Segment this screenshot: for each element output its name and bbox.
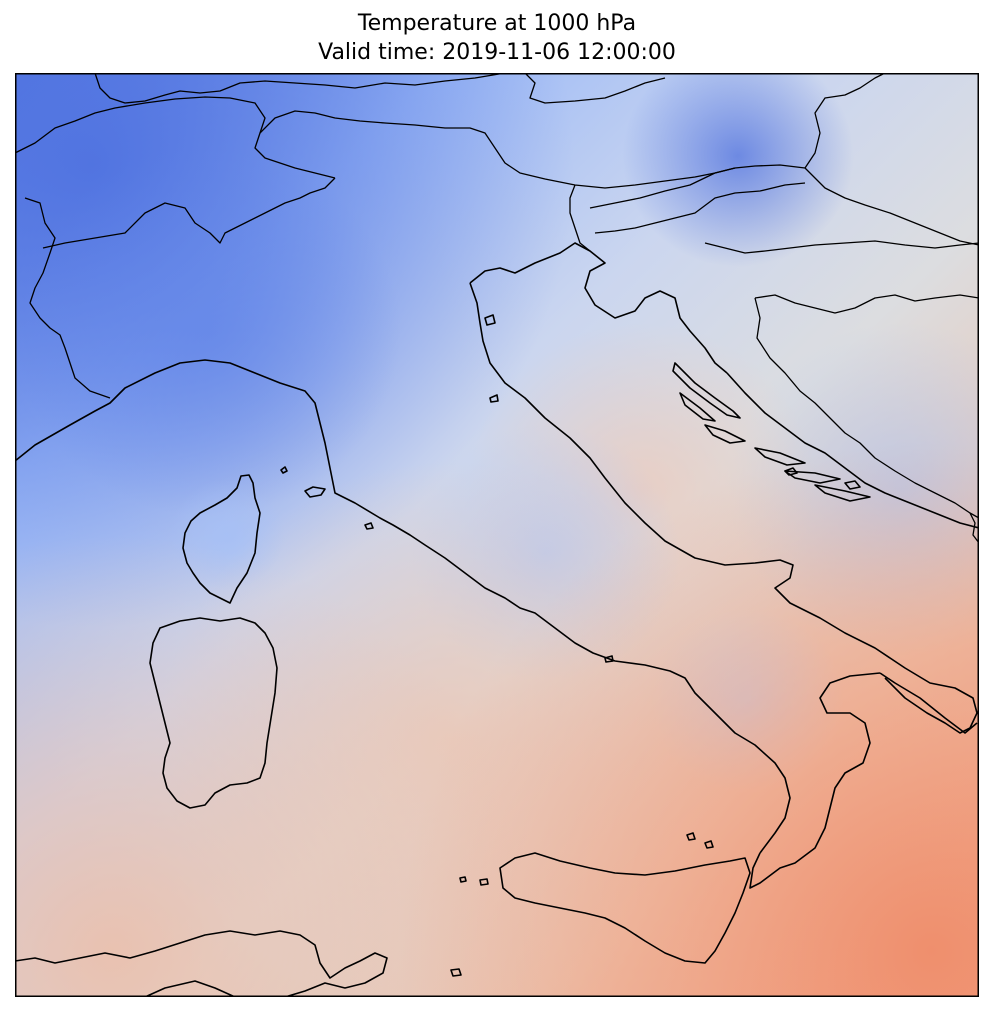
dalmatian-island-4 [754, 447, 806, 466]
map-border-frame [15, 73, 979, 997]
istria-small-island [484, 314, 496, 326]
salento-coastline [879, 672, 978, 734]
elba-island [304, 486, 326, 498]
border-germany-austria [94, 73, 506, 104]
border-bosnia-croatia-south [754, 294, 979, 314]
gulf-naples-islands [604, 655, 614, 663]
pantelleria-island [450, 968, 462, 977]
border-czech-north [524, 73, 666, 104]
tunisia-coast-west [144, 980, 236, 997]
dalmatian-island-1 [672, 362, 741, 419]
coastlines [15, 242, 979, 997]
calabria-coastline [749, 672, 881, 889]
border-montenegro [969, 512, 979, 544]
dalmatian-island-7 [844, 480, 861, 490]
dalmatian-island-5 [784, 470, 841, 484]
border-bosnia-croatia-west [754, 297, 979, 519]
country-borders [15, 73, 979, 544]
egadi-island [479, 878, 489, 886]
temperature-field [15, 73, 979, 997]
dalmatian-coastline [726, 372, 979, 529]
ustica-island [459, 876, 467, 883]
border-austria-hungary [804, 73, 886, 169]
border-slovenia-croatia [594, 182, 806, 234]
north-adriatic-coastline [469, 242, 728, 374]
border-france-italy [24, 197, 111, 399]
border-switzerland-italy [42, 177, 336, 249]
sardinia-island [149, 617, 278, 809]
map-subtitle-valid-time: Valid time: 2019-11-06 12:00:00 [318, 40, 676, 65]
dalmatian-island-6 [814, 484, 871, 502]
dalmatian-island-3 [704, 424, 746, 444]
border-austria-italy [254, 110, 806, 189]
border-croatia-bosnia [704, 240, 979, 254]
aeolian-island-1 [686, 832, 696, 841]
adriatic-small-island [489, 394, 499, 403]
border-slovenia-austria [589, 167, 736, 209]
border-switzerland-germany [15, 96, 266, 154]
north-africa-coastline [15, 930, 388, 997]
italy-west-coastline [15, 359, 791, 854]
italy-adriatic-coastline [469, 282, 978, 734]
dalmatian-island-2 [679, 392, 716, 422]
aeolian-island-2 [704, 840, 714, 849]
sicily-island [499, 852, 751, 964]
corsica-island [182, 474, 261, 604]
map-title: Temperature at 1000 hPa [357, 11, 637, 36]
dalmatian-island-8 [784, 467, 798, 476]
small-island-2 [364, 522, 374, 530]
border-italy-slovenia [569, 184, 591, 252]
map-panel [15, 73, 979, 997]
border-croatia-hungary [804, 167, 979, 246]
small-island-1 [280, 466, 288, 474]
